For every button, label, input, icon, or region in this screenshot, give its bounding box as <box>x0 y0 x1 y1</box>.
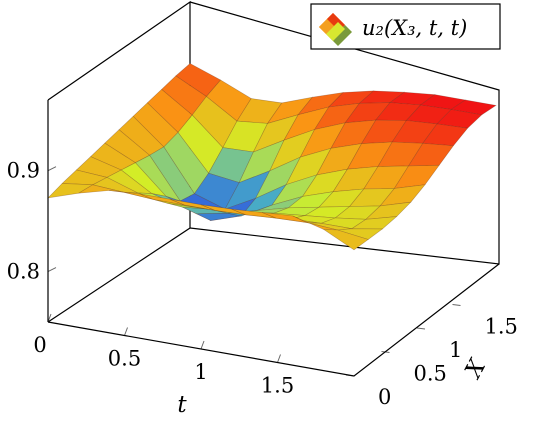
t-tick-mark <box>277 354 281 363</box>
surface-patch <box>450 99 497 116</box>
t-tick-label: 1.5 <box>261 374 294 398</box>
z-tick-mark <box>47 267 57 272</box>
box-front-edges <box>47 100 500 377</box>
x-axis-title: X <box>460 354 492 384</box>
x-tick-mark <box>452 304 461 306</box>
legend-swatch-icon <box>319 13 352 46</box>
t-tick-mark <box>124 327 128 336</box>
t-tick-label: 0 <box>33 333 46 357</box>
surface-patch <box>422 123 469 147</box>
surface-patch <box>322 228 369 251</box>
legend-label: u₂(X₃, t, t) <box>362 16 467 40</box>
z-tick-label: 0.9 <box>7 159 40 183</box>
x-tick-label: 0 <box>378 385 391 409</box>
surface-patch <box>365 201 412 220</box>
t-tick-label: 1 <box>194 360 207 384</box>
x-tick-label: 0.5 <box>414 362 447 386</box>
front-edge-t <box>47 263 500 377</box>
surface-patch <box>436 109 483 129</box>
tick-labels: 00.511.5 00.511.50.80.9 <box>7 159 518 409</box>
z-tick-mark <box>47 166 57 172</box>
surface-patch <box>337 228 384 240</box>
legend: u₂(X₃, t, t) <box>310 3 501 50</box>
t-tick-mark <box>200 340 205 350</box>
t-tick-label: 0.5 <box>108 347 141 371</box>
x-tick-label: 1.5 <box>485 315 518 339</box>
t-axis-title: t <box>177 392 187 418</box>
x-tick-mark <box>416 327 426 330</box>
surface <box>47 63 497 251</box>
surface-patch <box>350 216 398 230</box>
z-tick-label: 0.8 <box>7 260 40 284</box>
x-tick-label: 1 <box>449 338 462 362</box>
